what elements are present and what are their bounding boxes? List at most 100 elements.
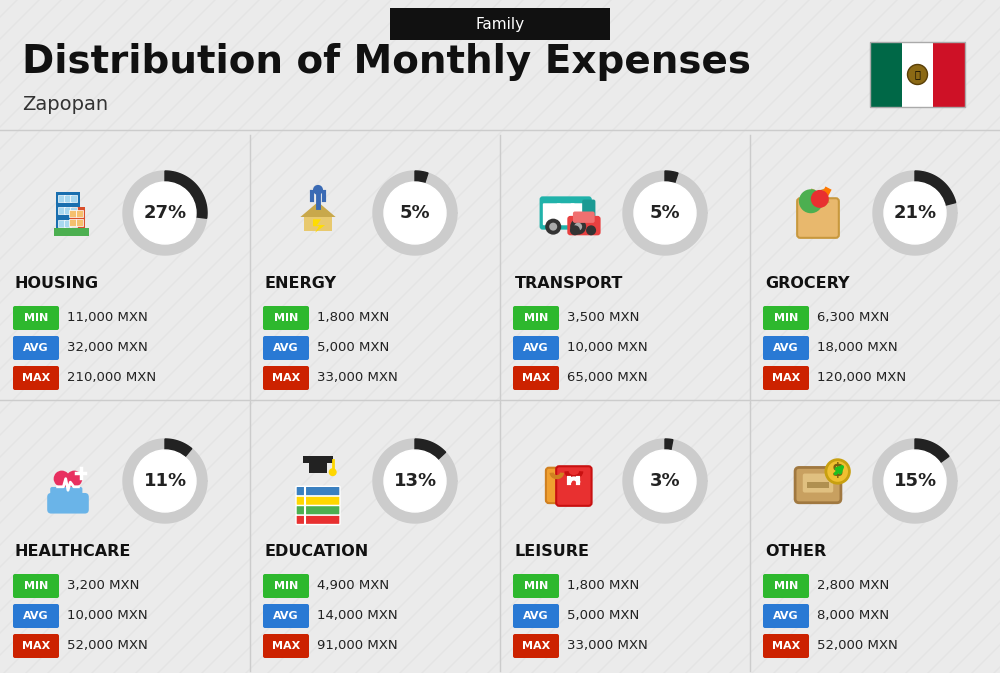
FancyBboxPatch shape bbox=[69, 219, 76, 226]
FancyBboxPatch shape bbox=[13, 366, 59, 390]
Text: 65,000 MXN: 65,000 MXN bbox=[567, 371, 648, 384]
Circle shape bbox=[570, 225, 580, 236]
Circle shape bbox=[884, 182, 946, 244]
Polygon shape bbox=[623, 439, 707, 523]
FancyBboxPatch shape bbox=[13, 574, 59, 598]
Text: 2,800 MXN: 2,800 MXN bbox=[817, 579, 889, 592]
Circle shape bbox=[908, 65, 928, 85]
Text: MAX: MAX bbox=[772, 641, 800, 651]
Text: 10,000 MXN: 10,000 MXN bbox=[567, 341, 648, 355]
Polygon shape bbox=[665, 439, 673, 450]
Text: HOUSING: HOUSING bbox=[15, 275, 99, 291]
FancyBboxPatch shape bbox=[296, 496, 340, 505]
FancyBboxPatch shape bbox=[304, 217, 332, 231]
FancyBboxPatch shape bbox=[571, 203, 589, 225]
FancyBboxPatch shape bbox=[902, 42, 933, 107]
Text: 8,000 MXN: 8,000 MXN bbox=[817, 610, 889, 623]
FancyBboxPatch shape bbox=[303, 456, 333, 463]
FancyBboxPatch shape bbox=[64, 194, 71, 202]
FancyBboxPatch shape bbox=[58, 194, 65, 202]
FancyBboxPatch shape bbox=[556, 466, 592, 506]
FancyBboxPatch shape bbox=[933, 42, 965, 107]
Text: Distribution of Monthly Expenses: Distribution of Monthly Expenses bbox=[22, 43, 751, 81]
Circle shape bbox=[574, 223, 582, 231]
Text: AVG: AVG bbox=[523, 611, 549, 621]
FancyBboxPatch shape bbox=[58, 220, 65, 227]
FancyBboxPatch shape bbox=[70, 207, 77, 215]
Polygon shape bbox=[54, 480, 82, 497]
Circle shape bbox=[313, 185, 323, 195]
FancyBboxPatch shape bbox=[543, 203, 561, 225]
FancyBboxPatch shape bbox=[807, 483, 829, 488]
Text: 52,000 MXN: 52,000 MXN bbox=[67, 639, 148, 653]
FancyBboxPatch shape bbox=[64, 207, 71, 215]
FancyBboxPatch shape bbox=[513, 574, 559, 598]
Text: MAX: MAX bbox=[772, 373, 800, 383]
Circle shape bbox=[799, 189, 823, 213]
Polygon shape bbox=[873, 439, 957, 523]
FancyBboxPatch shape bbox=[763, 634, 809, 658]
Text: 120,000 MXN: 120,000 MXN bbox=[817, 371, 906, 384]
FancyBboxPatch shape bbox=[13, 306, 59, 330]
Text: TRANSPORT: TRANSPORT bbox=[515, 275, 623, 291]
FancyBboxPatch shape bbox=[763, 306, 809, 330]
Text: 🦅: 🦅 bbox=[915, 69, 920, 79]
Circle shape bbox=[634, 450, 696, 512]
Circle shape bbox=[134, 182, 196, 244]
Polygon shape bbox=[373, 439, 457, 523]
Text: 32,000 MXN: 32,000 MXN bbox=[67, 341, 148, 355]
Polygon shape bbox=[915, 439, 949, 463]
Text: AVG: AVG bbox=[523, 343, 549, 353]
Circle shape bbox=[570, 219, 586, 235]
FancyBboxPatch shape bbox=[296, 505, 340, 515]
FancyBboxPatch shape bbox=[64, 487, 76, 503]
Text: 3,500 MXN: 3,500 MXN bbox=[567, 312, 639, 324]
Text: 3,200 MXN: 3,200 MXN bbox=[67, 579, 139, 592]
FancyBboxPatch shape bbox=[76, 209, 83, 217]
FancyBboxPatch shape bbox=[763, 336, 809, 360]
Circle shape bbox=[811, 190, 829, 208]
Text: 6,300 MXN: 6,300 MXN bbox=[817, 312, 889, 324]
Text: AVG: AVG bbox=[773, 343, 799, 353]
Text: 11,000 MXN: 11,000 MXN bbox=[67, 312, 148, 324]
Text: MAX: MAX bbox=[522, 373, 550, 383]
FancyBboxPatch shape bbox=[546, 468, 575, 503]
Polygon shape bbox=[165, 171, 207, 218]
FancyBboxPatch shape bbox=[513, 336, 559, 360]
FancyBboxPatch shape bbox=[263, 604, 309, 628]
Text: 33,000 MXN: 33,000 MXN bbox=[567, 639, 648, 653]
FancyBboxPatch shape bbox=[263, 306, 309, 330]
Text: MIN: MIN bbox=[274, 581, 298, 591]
FancyBboxPatch shape bbox=[296, 487, 340, 496]
Text: AVG: AVG bbox=[773, 611, 799, 621]
Text: Zapopan: Zapopan bbox=[22, 96, 108, 114]
Text: 18,000 MXN: 18,000 MXN bbox=[817, 341, 898, 355]
Text: MIN: MIN bbox=[24, 581, 48, 591]
Text: MAX: MAX bbox=[22, 641, 50, 651]
FancyBboxPatch shape bbox=[13, 336, 59, 360]
Text: 4,900 MXN: 4,900 MXN bbox=[317, 579, 389, 592]
FancyBboxPatch shape bbox=[58, 207, 65, 215]
Text: AVG: AVG bbox=[23, 611, 49, 621]
FancyBboxPatch shape bbox=[296, 515, 340, 524]
FancyBboxPatch shape bbox=[870, 42, 902, 107]
FancyBboxPatch shape bbox=[70, 194, 77, 202]
Text: LEISURE: LEISURE bbox=[515, 544, 590, 559]
FancyBboxPatch shape bbox=[513, 306, 559, 330]
FancyBboxPatch shape bbox=[13, 634, 59, 658]
Circle shape bbox=[384, 182, 446, 244]
FancyBboxPatch shape bbox=[54, 228, 89, 236]
Circle shape bbox=[54, 470, 70, 487]
Text: AVG: AVG bbox=[23, 343, 49, 353]
FancyBboxPatch shape bbox=[763, 366, 809, 390]
Circle shape bbox=[634, 182, 696, 244]
FancyBboxPatch shape bbox=[263, 366, 309, 390]
FancyBboxPatch shape bbox=[70, 220, 77, 227]
Polygon shape bbox=[300, 202, 336, 217]
Text: 33,000 MXN: 33,000 MXN bbox=[317, 371, 398, 384]
FancyBboxPatch shape bbox=[803, 474, 833, 493]
FancyBboxPatch shape bbox=[513, 604, 559, 628]
Text: 10,000 MXN: 10,000 MXN bbox=[67, 610, 148, 623]
Text: 52,000 MXN: 52,000 MXN bbox=[817, 639, 898, 653]
Text: Family: Family bbox=[475, 17, 525, 32]
